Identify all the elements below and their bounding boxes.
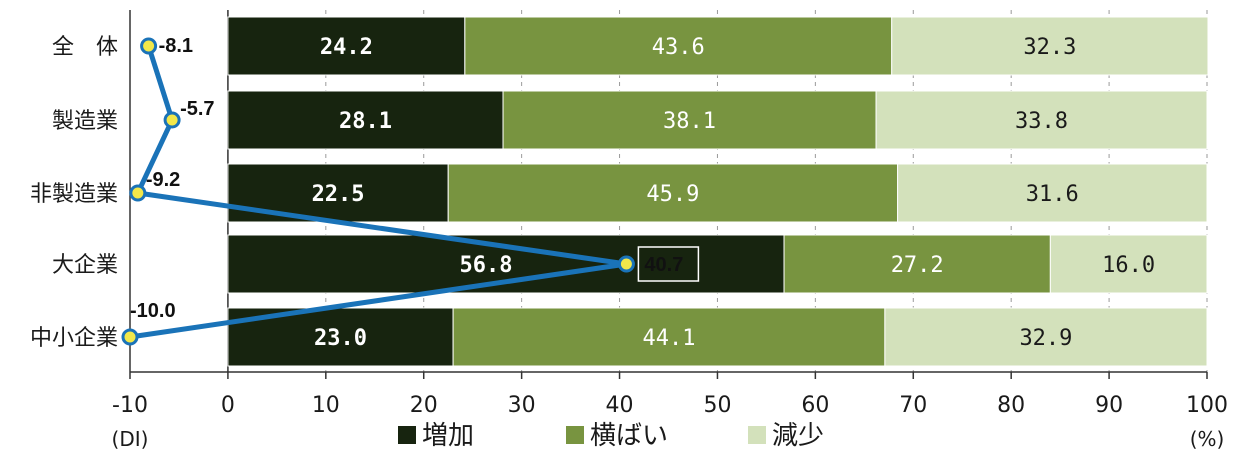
x-tick-label: 90: [1095, 393, 1123, 418]
legend: 増加 横ばい 減少: [398, 421, 824, 451]
di-point: [121, 328, 139, 346]
legend-swatch: [566, 426, 584, 444]
x-tick-label: 100: [1186, 393, 1228, 418]
bar-segment: [447, 163, 899, 223]
x-tick-label: 60: [801, 393, 829, 418]
bar-value-label: 43.6: [652, 35, 705, 60]
bar-segment: [897, 163, 1208, 223]
legend-swatch: [398, 426, 416, 444]
di-value-label: -5.7: [180, 98, 214, 120]
legend-label: 減少: [772, 421, 824, 451]
bar-value-label: 44.1: [642, 326, 695, 351]
x-tick-label: 30: [508, 393, 536, 418]
bar-segment: [227, 16, 466, 76]
bar-value-label: 56.8: [459, 253, 512, 278]
di-value-label: -9.2: [146, 169, 180, 191]
bar-value-label: 16.0: [1102, 253, 1155, 278]
x-tick-label: -10: [112, 393, 148, 418]
bar-value-label: 31.6: [1026, 182, 1079, 207]
bar-value-label: 33.8: [1015, 109, 1068, 134]
x-tick-label: 50: [703, 393, 731, 418]
category-label: 大企業: [52, 253, 118, 278]
di-point: [163, 111, 181, 129]
x-axis-label-percent: (%): [1190, 427, 1225, 451]
bar-value-label: 45.9: [646, 182, 699, 207]
di-point: [617, 255, 635, 273]
x-tick-label: 20: [410, 393, 438, 418]
bar-segment: [227, 90, 504, 150]
bar-value-label: 32.3: [1023, 35, 1076, 60]
bar-segment: [884, 307, 1208, 367]
di-value-label: -10.0: [130, 300, 176, 322]
bar-value-label: 27.2: [891, 253, 944, 278]
bar-segment: [452, 307, 886, 367]
legend-swatch: [748, 426, 766, 444]
bar-value-label: 22.5: [312, 182, 365, 207]
x-tick-label: 0: [221, 393, 235, 418]
bar-value-label: 23.0: [314, 326, 367, 351]
di-point: [129, 184, 147, 202]
x-axis-label-di: (DI): [112, 427, 149, 451]
x-tick-label: 70: [899, 393, 927, 418]
x-tick-label: 40: [606, 393, 634, 418]
x-tick-label: 80: [997, 393, 1025, 418]
x-tick-label: 10: [312, 393, 340, 418]
bar-segment: [891, 16, 1209, 76]
bar-segment: [875, 90, 1208, 150]
x-tick-labels: -10 0 10 20 30 40 50 60 70 80 90 100 (DI) (%): [112, 393, 1228, 451]
category-label: 製造業: [52, 109, 118, 134]
category-label: 全 体: [52, 35, 118, 60]
bar-segment: [783, 234, 1051, 294]
bar-segment: [1049, 234, 1208, 294]
category-label: 非製造業: [30, 182, 118, 207]
bars: 24.2 43.6 32.3 28.1 38.1 33.8 22.5 45.9 31.6 56.8…: [227, 16, 1209, 367]
category-label: 中小企業: [30, 326, 118, 351]
di-value-box: [637, 246, 700, 282]
bar-value-label: 38.1: [663, 109, 716, 134]
legend-label: 横ばい: [590, 421, 668, 451]
legend-label: 増加: [422, 421, 474, 451]
di-value-label: -8.1: [159, 35, 193, 57]
di-line-series: -8.1 -5.7 -9.2 40.7 -10.0: [121, 35, 700, 346]
bar-value-label: 28.1: [339, 109, 392, 134]
bar-segment: [502, 90, 877, 150]
bar-value-label: 32.9: [1019, 326, 1072, 351]
bar-value-label: 24.2: [320, 35, 373, 60]
di-value-label: 40.7: [644, 254, 683, 276]
di-point: [140, 37, 158, 55]
